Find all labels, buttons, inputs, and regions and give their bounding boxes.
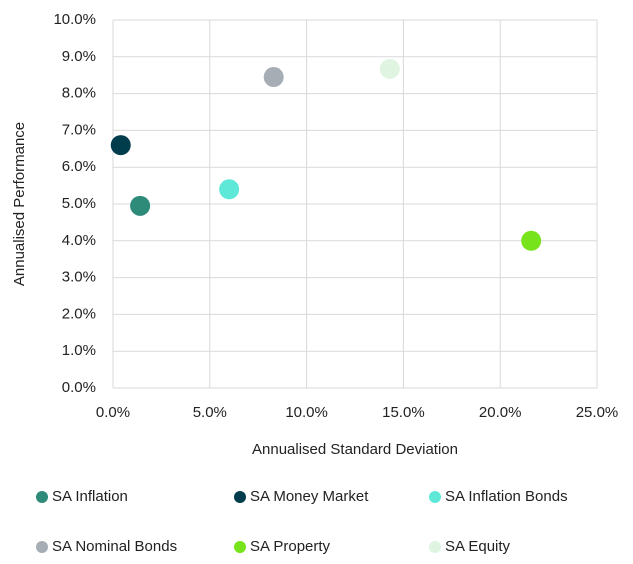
scatter-point	[379, 58, 400, 79]
x-tick-label: 20.0%	[479, 404, 522, 421]
legend-marker	[36, 491, 48, 503]
x-axis-label: Annualised Standard Deviation	[252, 441, 458, 458]
y-tick-label: 8.0%	[62, 85, 96, 102]
legend-label: SA Inflation Bonds	[445, 488, 568, 505]
y-tick-label: 2.0%	[62, 305, 96, 322]
x-tick-label: 25.0%	[576, 404, 619, 421]
scatter-point	[219, 179, 240, 200]
x-tick-label: 15.0%	[382, 404, 425, 421]
y-tick-label: 1.0%	[62, 342, 96, 359]
legend-label: SA Inflation	[52, 488, 128, 505]
y-axis-label: Annualised Performance	[11, 122, 28, 286]
legend-marker	[234, 541, 246, 553]
legend-label: SA Money Market	[250, 488, 369, 505]
legend-label: SA Equity	[445, 538, 511, 555]
legend-label: SA Property	[250, 538, 331, 555]
y-tick-label: 9.0%	[62, 48, 96, 65]
x-tick-label: 10.0%	[285, 404, 328, 421]
y-tick-label: 4.0%	[62, 232, 96, 249]
legend-marker	[429, 541, 441, 553]
legend-marker	[234, 491, 246, 503]
legend-label: SA Nominal Bonds	[52, 538, 177, 555]
y-tick-label: 6.0%	[62, 158, 96, 175]
x-tick-label: 5.0%	[193, 404, 227, 421]
scatter-point	[130, 195, 151, 216]
legend-marker	[36, 541, 48, 553]
y-tick-label: 3.0%	[62, 269, 96, 286]
scatter-point	[110, 135, 131, 156]
y-tick-label: 7.0%	[62, 121, 96, 138]
x-tick-label: 0.0%	[96, 404, 130, 421]
y-tick-label: 0.0%	[62, 379, 96, 396]
scatter-point	[263, 67, 284, 88]
y-tick-label: 10.0%	[53, 11, 96, 28]
legend-marker	[429, 491, 441, 503]
y-tick-label: 5.0%	[62, 195, 96, 212]
scatter-point	[521, 230, 542, 251]
